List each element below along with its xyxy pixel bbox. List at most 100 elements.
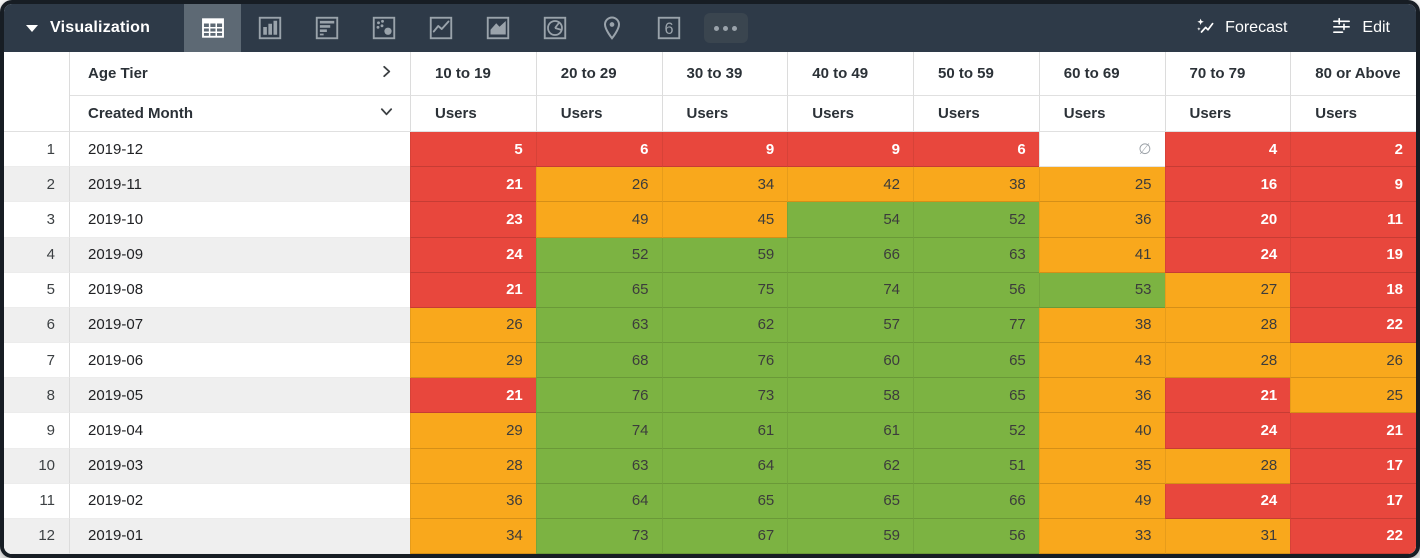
value-cell[interactable]: 57 xyxy=(787,307,913,343)
value-cell[interactable]: 25 xyxy=(1290,378,1416,414)
value-cell[interactable]: 33 xyxy=(1038,518,1165,554)
value-cell[interactable]: 17 xyxy=(1290,483,1416,519)
viz-type-map-tab[interactable] xyxy=(583,4,640,52)
value-cell[interactable]: 9 xyxy=(661,132,788,168)
measure-header[interactable]: Users xyxy=(913,96,1039,132)
viz-type-column-chart-tab[interactable] xyxy=(241,4,298,52)
value-cell[interactable]: 66 xyxy=(913,483,1039,519)
row-label-cell[interactable]: 2019-12 xyxy=(70,132,410,168)
pivot-column-header[interactable]: 30 to 39 xyxy=(661,52,788,96)
value-cell[interactable]: 59 xyxy=(661,237,788,273)
value-cell[interactable]: 65 xyxy=(787,483,913,519)
row-label-cell[interactable]: 2019-11 xyxy=(70,167,410,203)
value-cell[interactable]: 9 xyxy=(1290,167,1416,203)
viz-type-scatter-plot-tab[interactable] xyxy=(355,4,412,52)
value-cell[interactable]: 65 xyxy=(535,272,662,308)
value-cell[interactable]: 74 xyxy=(535,413,662,449)
viz-type-table-tab[interactable] xyxy=(184,4,242,52)
value-cell[interactable]: 51 xyxy=(913,448,1039,484)
value-cell[interactable]: 31 xyxy=(1164,518,1291,554)
measure-header[interactable]: Users xyxy=(661,96,788,132)
measure-header[interactable]: Users xyxy=(410,96,536,132)
value-cell[interactable]: 36 xyxy=(1038,202,1165,238)
value-cell[interactable]: 61 xyxy=(787,413,913,449)
row-label-cell[interactable]: 2019-06 xyxy=(70,343,410,379)
value-cell[interactable]: 2 xyxy=(1290,132,1416,168)
value-cell[interactable]: 26 xyxy=(410,307,536,343)
value-cell[interactable]: 16 xyxy=(1164,167,1291,203)
row-label-cell[interactable]: 2019-09 xyxy=(70,237,410,273)
value-cell[interactable]: 11 xyxy=(1290,202,1416,238)
value-cell[interactable]: 18 xyxy=(1290,272,1416,308)
value-cell[interactable]: 26 xyxy=(1290,343,1416,379)
value-cell-null[interactable]: ∅ xyxy=(1038,132,1165,168)
value-cell[interactable]: 5 xyxy=(410,132,536,168)
value-cell[interactable]: 23 xyxy=(410,202,536,238)
measure-header[interactable]: Users xyxy=(1164,96,1291,132)
value-cell[interactable]: 64 xyxy=(661,448,788,484)
value-cell[interactable]: 22 xyxy=(1290,518,1416,554)
value-cell[interactable]: 66 xyxy=(787,237,913,273)
value-cell[interactable]: 22 xyxy=(1290,307,1416,343)
value-cell[interactable]: 36 xyxy=(1038,378,1165,414)
value-cell[interactable]: 35 xyxy=(1038,448,1165,484)
value-cell[interactable]: 58 xyxy=(787,378,913,414)
value-cell[interactable]: 36 xyxy=(410,483,536,519)
value-cell[interactable]: 28 xyxy=(1164,307,1291,343)
value-cell[interactable]: 28 xyxy=(1164,448,1291,484)
value-cell[interactable]: 62 xyxy=(661,307,788,343)
edit-button[interactable]: Edit xyxy=(1331,15,1390,41)
measure-header[interactable]: Users xyxy=(1038,96,1165,132)
value-cell[interactable]: 24 xyxy=(410,237,536,273)
value-cell[interactable]: 21 xyxy=(1164,378,1291,414)
value-cell[interactable]: 65 xyxy=(913,343,1039,379)
measure-header[interactable]: Users xyxy=(1290,96,1416,132)
value-cell[interactable]: 52 xyxy=(535,237,662,273)
viz-type-line-chart-tab[interactable] xyxy=(412,4,469,52)
value-cell[interactable]: 4 xyxy=(1164,132,1291,168)
value-cell[interactable]: 34 xyxy=(410,518,536,554)
value-cell[interactable]: 43 xyxy=(1038,343,1165,379)
pivot-column-header[interactable]: 40 to 49 xyxy=(787,52,913,96)
value-cell[interactable]: 56 xyxy=(913,272,1039,308)
row-label-cell[interactable]: 2019-04 xyxy=(70,413,410,449)
value-cell[interactable]: 28 xyxy=(410,448,536,484)
value-cell[interactable]: 6 xyxy=(535,132,662,168)
viz-type-more-tab[interactable] xyxy=(697,4,754,52)
value-cell[interactable]: 49 xyxy=(535,202,662,238)
value-cell[interactable]: 64 xyxy=(535,483,662,519)
value-cell[interactable]: 38 xyxy=(913,167,1039,203)
value-cell[interactable]: 27 xyxy=(1164,272,1291,308)
viz-type-area-chart-tab[interactable] xyxy=(469,4,526,52)
viz-type-single-value-tab[interactable]: 6 xyxy=(640,4,697,52)
viz-type-pie-chart-tab[interactable] xyxy=(526,4,583,52)
value-cell[interactable]: 6 xyxy=(913,132,1039,168)
value-cell[interactable]: 24 xyxy=(1164,413,1291,449)
row-label-cell[interactable]: 2019-10 xyxy=(70,202,410,238)
pivot-column-header[interactable]: 20 to 29 xyxy=(535,52,662,96)
pivot-column-header[interactable]: 60 to 69 xyxy=(1038,52,1165,96)
pivot-column-header[interactable]: 70 to 79 xyxy=(1164,52,1291,96)
value-cell[interactable]: 74 xyxy=(787,272,913,308)
value-cell[interactable]: 42 xyxy=(787,167,913,203)
value-cell[interactable]: 29 xyxy=(410,413,536,449)
value-cell[interactable]: 75 xyxy=(661,272,788,308)
value-cell[interactable]: 63 xyxy=(535,307,662,343)
value-cell[interactable]: 52 xyxy=(913,413,1039,449)
measure-header[interactable]: Users xyxy=(535,96,662,132)
value-cell[interactable]: 65 xyxy=(913,378,1039,414)
pivot-column-header[interactable]: 10 to 19 xyxy=(410,52,536,96)
row-label-cell[interactable]: 2019-02 xyxy=(70,483,410,519)
value-cell[interactable]: 59 xyxy=(787,518,913,554)
value-cell[interactable]: 9 xyxy=(787,132,913,168)
value-cell[interactable]: 54 xyxy=(787,202,913,238)
value-cell[interactable]: 49 xyxy=(1038,483,1165,519)
value-cell[interactable]: 38 xyxy=(1038,307,1165,343)
row-label-cell[interactable]: 2019-07 xyxy=(70,307,410,343)
value-cell[interactable]: 28 xyxy=(1164,343,1291,379)
row-label-cell[interactable]: 2019-01 xyxy=(70,518,410,554)
value-cell[interactable]: 76 xyxy=(661,343,788,379)
visualization-collapse-toggle[interactable]: Visualization xyxy=(4,4,184,52)
viz-type-bar-chart-tab[interactable] xyxy=(298,4,355,52)
value-cell[interactable]: 29 xyxy=(410,343,536,379)
